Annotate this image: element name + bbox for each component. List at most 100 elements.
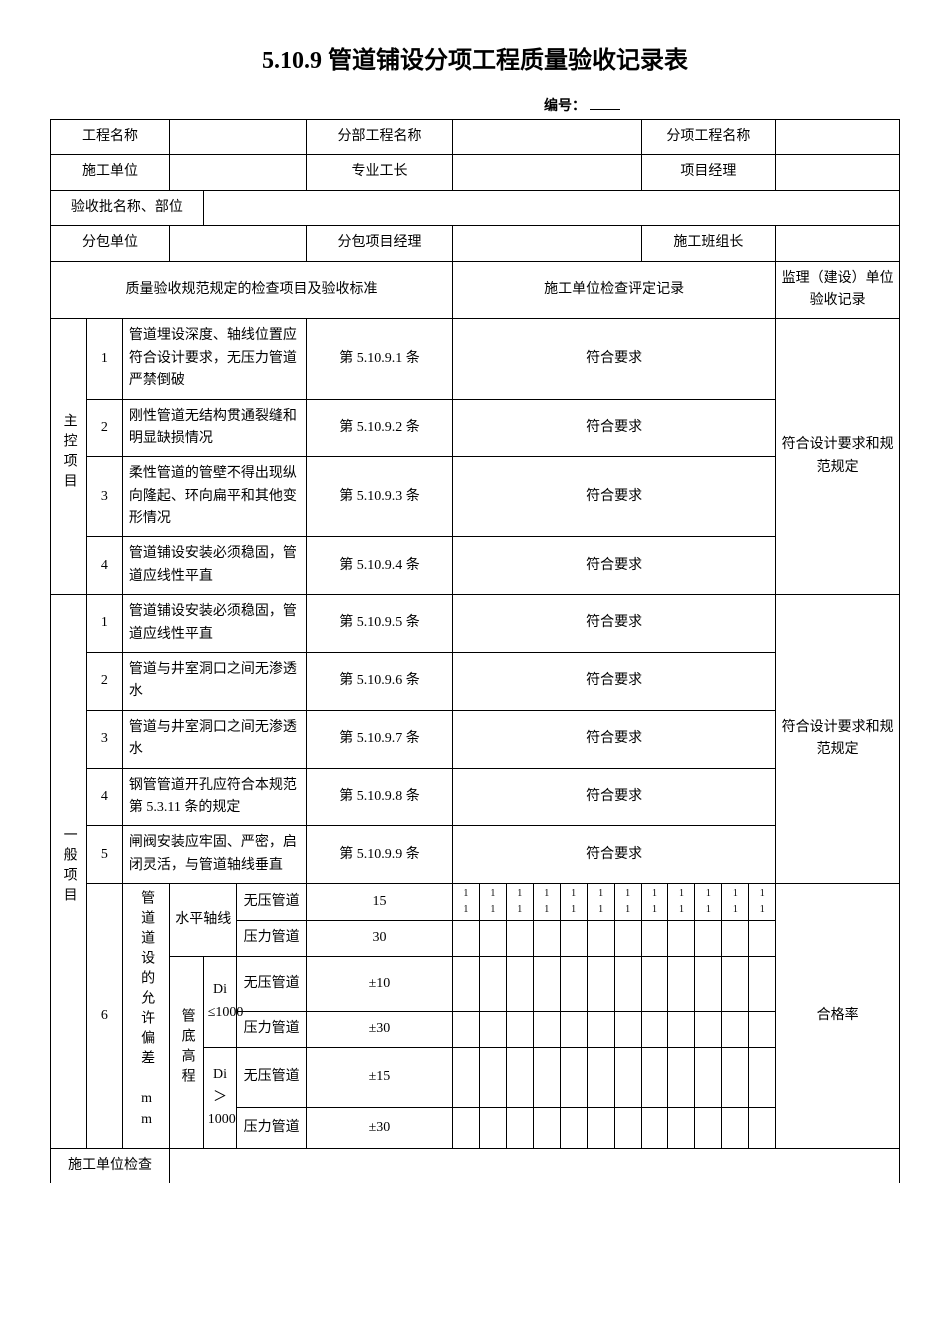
item-desc: 钢管管道开孔应符合本规范第 5.3.11 条的规定 bbox=[122, 768, 306, 826]
check-cell bbox=[695, 1047, 722, 1108]
general-items-label: 一般项目 bbox=[51, 595, 87, 1148]
check-cell bbox=[722, 956, 749, 1012]
check-cell bbox=[506, 1012, 533, 1047]
table-row: 验收批名称、部位 bbox=[51, 190, 900, 225]
check-cell bbox=[452, 1047, 479, 1108]
item-desc: 管道铺设安装必须稳固，管道应线性平直 bbox=[122, 595, 306, 653]
page-title: 5.10.9 管道铺设分项工程质量验收记录表 bbox=[50, 40, 900, 75]
check-cell bbox=[587, 1047, 614, 1108]
check-cell bbox=[452, 1108, 479, 1148]
table-row: 质量验收规范规定的检查项目及验收标准 施工单位检查评定记录 监理（建设）单位验收… bbox=[51, 261, 900, 319]
deviation-value: ±10 bbox=[306, 956, 452, 1012]
deviation-value: ±15 bbox=[306, 1047, 452, 1108]
table-row: 2 刚性管道无结构贯通裂缝和明显缺损情况 第 5.10.9.2 条 符合要求 bbox=[51, 399, 900, 457]
item-number: 2 bbox=[86, 653, 122, 711]
item-number: 1 bbox=[86, 595, 122, 653]
item-result: 符合要求 bbox=[452, 399, 775, 457]
pass-rate: 合格率 bbox=[776, 884, 900, 1148]
main-items-label: 主控项目 bbox=[51, 319, 87, 595]
check-cell bbox=[668, 956, 695, 1012]
check-cell bbox=[614, 1012, 641, 1047]
item-ref: 第 5.10.9.2 条 bbox=[306, 399, 452, 457]
item-desc: 刚性管道无结构贯通裂缝和明显缺损情况 bbox=[122, 399, 306, 457]
batch-name-label: 验收批名称、部位 bbox=[51, 190, 204, 225]
subproject-name-value bbox=[452, 120, 641, 155]
check-cell bbox=[479, 956, 506, 1012]
check-cell bbox=[641, 921, 668, 956]
item-number: 2 bbox=[86, 399, 122, 457]
check-cell bbox=[533, 956, 560, 1012]
item-desc: 管道与井室洞口之间无渗透水 bbox=[122, 653, 306, 711]
serial-number-label: 编号： bbox=[50, 95, 900, 115]
check-cell bbox=[749, 1012, 776, 1047]
horizontal-axis: 水平轴线 bbox=[170, 884, 237, 956]
foreman-value bbox=[452, 155, 641, 190]
check-cell: 11 bbox=[560, 884, 587, 921]
subproject-name-label: 分部工程名称 bbox=[306, 120, 452, 155]
pressure-label: 压力管道 bbox=[237, 1012, 307, 1047]
check-cell bbox=[506, 1108, 533, 1148]
check-cell bbox=[641, 956, 668, 1012]
check-cell: 11 bbox=[614, 884, 641, 921]
construction-unit-value bbox=[170, 155, 307, 190]
check-cell bbox=[641, 1047, 668, 1108]
check-cell bbox=[533, 1047, 560, 1108]
item-desc: 闸阀安装应牢固、严密，启闭灵活，与管道轴线垂直 bbox=[122, 826, 306, 884]
check-cell bbox=[668, 1047, 695, 1108]
check-cell bbox=[695, 956, 722, 1012]
subcontractor-value bbox=[170, 226, 307, 261]
subitem-name-label: 分项工程名称 bbox=[641, 120, 776, 155]
table-row: 一般项目 1 管道铺设安装必须稳固，管道应线性平直 第 5.10.9.5 条 符… bbox=[51, 595, 900, 653]
item-ref: 第 5.10.9.6 条 bbox=[306, 653, 452, 711]
check-cell bbox=[560, 1012, 587, 1047]
check-cell bbox=[479, 1012, 506, 1047]
batch-name-value bbox=[203, 190, 899, 225]
check-cell bbox=[722, 921, 749, 956]
check-cell bbox=[749, 1047, 776, 1108]
check-cell bbox=[533, 1108, 560, 1148]
item-ref: 第 5.10.9.8 条 bbox=[306, 768, 452, 826]
check-cell: 11 bbox=[533, 884, 560, 921]
check-cell: 11 bbox=[749, 884, 776, 921]
item-result: 符合要求 bbox=[452, 537, 775, 595]
project-manager-value bbox=[776, 155, 900, 190]
project-manager-label: 项目经理 bbox=[641, 155, 776, 190]
check-cell bbox=[587, 1012, 614, 1047]
item-result: 符合要求 bbox=[452, 768, 775, 826]
item-desc: 管道与井室洞口之间无渗透水 bbox=[122, 710, 306, 768]
item-number: 1 bbox=[86, 319, 122, 399]
foreman-label: 专业工长 bbox=[306, 155, 452, 190]
item-result: 符合要求 bbox=[452, 710, 775, 768]
table-row: 主控项目 1 管道埋设深度、轴线位置应符合设计要求，无压力管道严禁倒破 第 5.… bbox=[51, 319, 900, 399]
di-gt-label: Di ＞1000 bbox=[203, 1047, 237, 1148]
item-ref: 第 5.10.9.5 条 bbox=[306, 595, 452, 653]
table-row: 工程名称 分部工程名称 分项工程名称 bbox=[51, 120, 900, 155]
check-cell bbox=[452, 1012, 479, 1047]
check-cell: 11 bbox=[668, 884, 695, 921]
construction-check-value bbox=[170, 1148, 900, 1183]
table-row: 4 管道铺设安装必须稳固，管道应线性平直 第 5.10.9.4 条 符合要求 bbox=[51, 537, 900, 595]
check-cell bbox=[560, 1047, 587, 1108]
no-pressure-label: 无压管道 bbox=[237, 956, 307, 1012]
project-name-value bbox=[170, 120, 307, 155]
item-desc: 管道铺设安装必须稳固，管道应线性平直 bbox=[122, 537, 306, 595]
no-pressure-label: 无压管道 bbox=[237, 1047, 307, 1108]
quality-standard-header: 质量验收规范规定的检查项目及验收标准 bbox=[51, 261, 453, 319]
table-row: 4 钢管管道开孔应符合本规范第 5.3.11 条的规定 第 5.10.9.8 条… bbox=[51, 768, 900, 826]
check-cell bbox=[614, 921, 641, 956]
deviation-value: ±30 bbox=[306, 1108, 452, 1148]
construction-check-label: 施工单位检查 bbox=[51, 1148, 170, 1183]
supervision-record-header: 监理（建设）单位验收记录 bbox=[776, 261, 900, 319]
check-cell bbox=[479, 1108, 506, 1148]
item-number: 4 bbox=[86, 768, 122, 826]
deviation-value: ±30 bbox=[306, 1012, 452, 1047]
item-result: 符合要求 bbox=[452, 319, 775, 399]
deviation-value: 15 bbox=[306, 884, 452, 921]
item-ref: 第 5.10.9.3 条 bbox=[306, 457, 452, 537]
item-number: 3 bbox=[86, 710, 122, 768]
check-cell bbox=[587, 956, 614, 1012]
item-desc: 柔性管道的管壁不得出现纵向隆起、环向扁平和其他变形情况 bbox=[122, 457, 306, 537]
check-cell bbox=[533, 1012, 560, 1047]
check-cell: 11 bbox=[641, 884, 668, 921]
table-row: 施工单位 专业工长 项目经理 bbox=[51, 155, 900, 190]
